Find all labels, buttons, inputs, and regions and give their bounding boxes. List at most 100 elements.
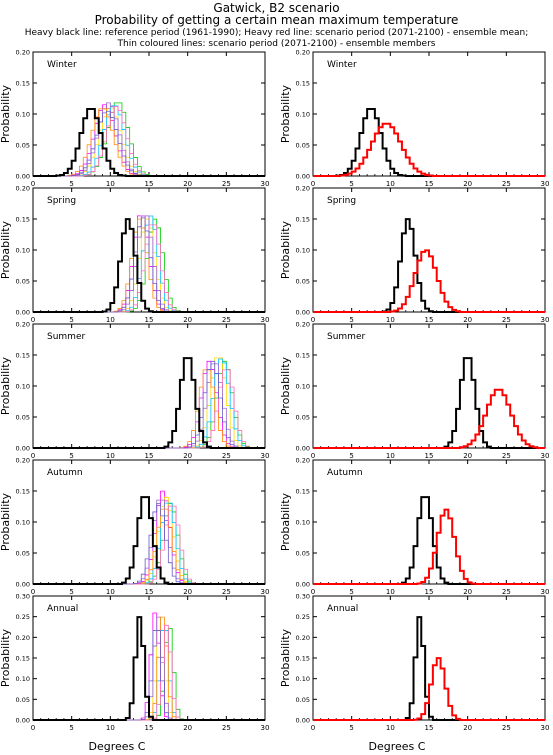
y-tick-label: 0.20 bbox=[16, 457, 30, 465]
y-tick-label: 0.10 bbox=[16, 383, 30, 391]
x-tick-label: 0 bbox=[31, 588, 35, 596]
y-tick-label: 0.05 bbox=[296, 550, 310, 558]
y-tick-label: 0.15 bbox=[16, 488, 30, 496]
x-tick-label: 20 bbox=[183, 316, 192, 324]
ensemble-member-line bbox=[33, 106, 265, 177]
x-tick-label: 15 bbox=[145, 588, 154, 596]
season-label: Autumn bbox=[47, 468, 83, 478]
y-tick-label: 0.00 bbox=[296, 581, 310, 589]
y-tick-label: 0.20 bbox=[296, 321, 310, 329]
x-tick-label: 30 bbox=[541, 452, 550, 460]
chart-subtitle: Probability of getting a certain mean ma… bbox=[94, 13, 459, 27]
x-tick-label: 30 bbox=[541, 588, 550, 596]
x-tick-label: 25 bbox=[502, 452, 511, 460]
x-tick-label: 5 bbox=[349, 316, 353, 324]
plot-frame bbox=[312, 459, 546, 585]
x-tick-label: 20 bbox=[183, 180, 192, 188]
x-tick-label: 10 bbox=[106, 316, 115, 324]
x-tick-label: 30 bbox=[541, 724, 550, 732]
panel-autumn-left: 0 5 10 15 20 25 30 0.00 0.05 0.10 0.15 0.20 Autumn Pr… bbox=[0, 457, 269, 597]
reference-period-line bbox=[313, 357, 545, 449]
panel-winter-left: 0 5 10 15 20 25 30 0.00 0.05 0.10 0.15 0.20 Winter Pr… bbox=[0, 49, 269, 189]
panel-autumn-right: 0 5 10 15 20 25 30 0.00 0.05 0.10 0.15 0.20 Autumn Pr… bbox=[279, 457, 549, 597]
x-tick-label: 25 bbox=[502, 588, 511, 596]
x-tick-label: 25 bbox=[222, 724, 231, 732]
x-tick-label: 0 bbox=[311, 316, 315, 324]
x-tick-label: 15 bbox=[425, 316, 434, 324]
x-tick-label: 5 bbox=[349, 452, 353, 460]
y-tick-label: 0.05 bbox=[296, 278, 310, 286]
y-tick-label: 0.05 bbox=[16, 414, 30, 422]
ensemble-member-line bbox=[33, 105, 265, 177]
y-tick-label: 0.00 bbox=[16, 445, 30, 453]
y-tick-label: 0.20 bbox=[296, 634, 310, 642]
scenario-mean-line bbox=[313, 388, 545, 449]
panel-spring-right: 0 5 10 15 20 25 30 0.00 0.05 0.10 0.15 0.20 Spring Pr… bbox=[279, 185, 549, 325]
y-tick-label: 0.10 bbox=[296, 111, 310, 119]
y-axis-label: Probability bbox=[0, 220, 12, 279]
ensemble-member-line bbox=[33, 102, 265, 177]
x-tick-label: 5 bbox=[69, 452, 73, 460]
x-tick-label: 5 bbox=[69, 180, 73, 188]
x-tick-label: 10 bbox=[106, 724, 115, 732]
x-tick-label: 0 bbox=[31, 724, 35, 732]
y-tick-label: 0.10 bbox=[296, 247, 310, 255]
plot-frame bbox=[312, 323, 546, 449]
x-tick-label: 20 bbox=[463, 316, 472, 324]
x-tick-label: 0 bbox=[31, 316, 35, 324]
reference-period-line bbox=[313, 108, 545, 177]
x-tick-label: 15 bbox=[425, 452, 434, 460]
x-tick-label: 25 bbox=[222, 452, 231, 460]
y-tick-label: 0.10 bbox=[296, 383, 310, 391]
ensemble-member-line bbox=[33, 108, 265, 177]
scenario-mean-line bbox=[313, 657, 545, 721]
y-tick-label: 0.30 bbox=[16, 593, 30, 601]
x-tick-label: 20 bbox=[463, 452, 472, 460]
y-tick-label: 0.00 bbox=[296, 173, 310, 181]
x-tick-label: 5 bbox=[349, 724, 353, 732]
y-tick-label: 0.15 bbox=[16, 655, 30, 663]
legend-note-1: Heavy black line: reference period (1961… bbox=[24, 28, 529, 38]
season-label: Winter bbox=[327, 60, 357, 70]
x-tick-label: 30 bbox=[261, 588, 270, 596]
x-tick-label: 20 bbox=[183, 724, 192, 732]
y-tick-label: 0.10 bbox=[16, 519, 30, 527]
x-tick-label: 15 bbox=[145, 316, 154, 324]
panel-spring-left: 0 5 10 15 20 25 30 0.00 0.05 0.10 0.15 0.20 Spring Pr… bbox=[0, 185, 269, 325]
y-tick-label: 0.00 bbox=[16, 173, 30, 181]
y-tick-label: 0.15 bbox=[296, 80, 310, 88]
y-tick-label: 0.20 bbox=[16, 185, 30, 193]
season-label: Autumn bbox=[327, 468, 363, 478]
y-tick-label: 0.20 bbox=[296, 457, 310, 465]
x-tick-label: 30 bbox=[541, 316, 550, 324]
panel-annual-right: 0 5 10 15 20 25 30 0.00 0.05 0.10 0.15 0.20 0.25 0.30… bbox=[279, 593, 549, 733]
x-tick-label: 0 bbox=[31, 452, 35, 460]
x-tick-label: 5 bbox=[69, 316, 73, 324]
y-axis-label: Probability bbox=[0, 356, 12, 415]
y-tick-label: 0.30 bbox=[296, 593, 310, 601]
y-tick-label: 0.15 bbox=[16, 216, 30, 224]
y-tick-label: 0.10 bbox=[16, 111, 30, 119]
scenario-mean-line bbox=[313, 249, 545, 313]
x-tick-label: 30 bbox=[541, 180, 550, 188]
season-label: Annual bbox=[47, 604, 78, 614]
x-tick-label: 10 bbox=[386, 588, 395, 596]
y-tick-label: 0.10 bbox=[16, 675, 30, 683]
ensemble-member-line bbox=[33, 102, 265, 177]
y-tick-label: 0.10 bbox=[296, 519, 310, 527]
y-tick-label: 0.15 bbox=[16, 352, 30, 360]
season-label: Spring bbox=[327, 196, 356, 206]
x-tick-label: 0 bbox=[311, 588, 315, 596]
y-tick-label: 0.20 bbox=[296, 185, 310, 193]
x-tick-label: 0 bbox=[311, 180, 315, 188]
scenario-mean-line bbox=[313, 508, 545, 585]
x-tick-label: 15 bbox=[145, 724, 154, 732]
y-axis-label: Probability bbox=[0, 84, 12, 143]
plot-frame bbox=[312, 51, 546, 177]
x-tick-label: 5 bbox=[349, 588, 353, 596]
x-tick-label: 5 bbox=[69, 724, 73, 732]
y-tick-label: 0.00 bbox=[16, 717, 30, 725]
x-tick-label: 15 bbox=[425, 724, 434, 732]
panel-summer-left: 0 5 10 15 20 25 30 0.00 0.05 0.10 0.15 0.20 Summer Pr… bbox=[0, 321, 269, 461]
x-tick-label: 20 bbox=[463, 180, 472, 188]
